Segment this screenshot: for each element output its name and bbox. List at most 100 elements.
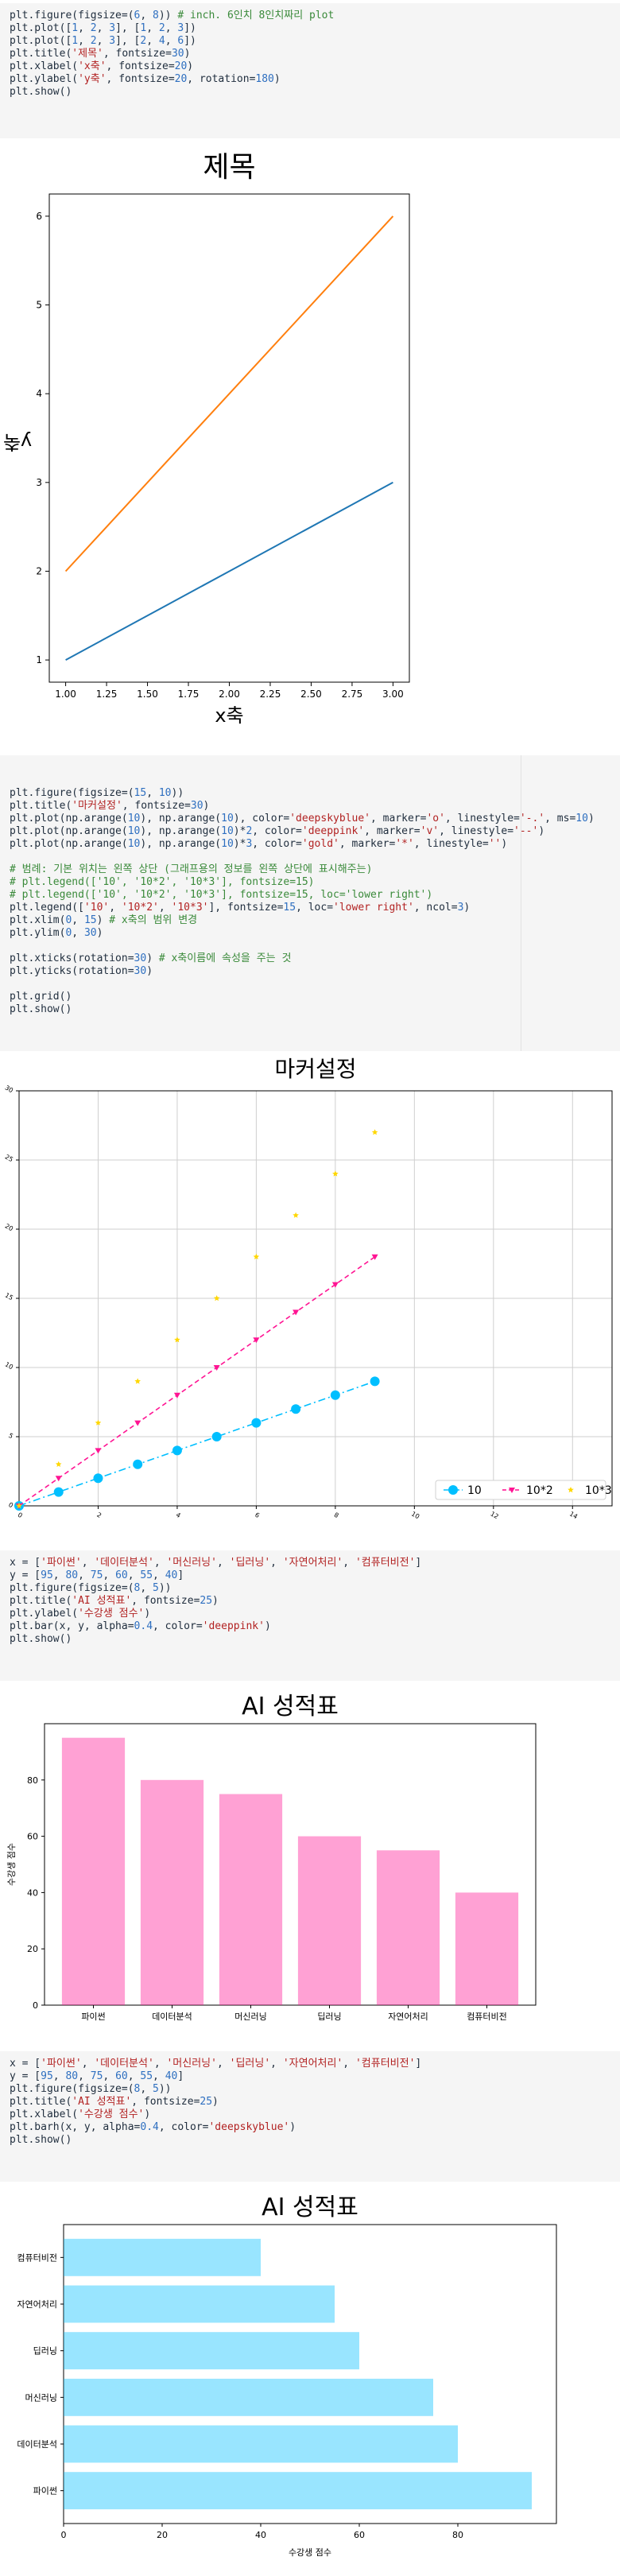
- code-token: ): [538, 825, 545, 837]
- code-token: 10: [127, 813, 141, 824]
- code-token: '머신러닝': [166, 2058, 217, 2070]
- x-axis-label: x축: [215, 704, 243, 727]
- x-tick-label: 3.00: [382, 689, 404, 700]
- code-token: ,: [81, 1557, 95, 1569]
- code-token: 25: [200, 2096, 213, 2108]
- code-token: 'deeppink': [301, 825, 365, 837]
- code-token: plt.xlabel(: [10, 60, 79, 72]
- code-token: ]): [184, 22, 196, 34]
- code-cell-2[interactable]: plt.figure(figsize=(15, 10)) plt.title('마…: [0, 755, 620, 1051]
- code-token: , linestyle=: [439, 825, 514, 837]
- y-tick-label: 20: [27, 1944, 38, 1954]
- x-tick-label: 8: [333, 1511, 340, 1519]
- bar: [140, 1779, 204, 2005]
- code-token: ,: [140, 1582, 153, 1594]
- legend-box: [435, 1480, 606, 1500]
- code-token: 25: [200, 1595, 213, 1607]
- plot-frame: [48, 193, 410, 683]
- code-token: )): [171, 787, 184, 799]
- bar: [64, 2238, 261, 2276]
- code-token: ): [144, 2109, 151, 2120]
- bar: [376, 1850, 440, 2005]
- code-line: plt.legend(['10', '10*2', '10*3'], fonts…: [10, 902, 610, 914]
- code-token: , ncol=: [413, 902, 458, 914]
- code-token: ), np.arange(: [140, 813, 222, 824]
- x-tick-label: 자연어처리: [388, 2012, 428, 2022]
- marker-triangle: [253, 1337, 260, 1344]
- code-token: , linestyle=: [444, 813, 520, 824]
- code-line: y = [95, 80, 75, 60, 55, 40]: [10, 1569, 610, 1582]
- code-token: 30: [83, 927, 97, 939]
- code-token: 3: [109, 35, 116, 47]
- code-token: ,: [153, 2070, 165, 2082]
- chart-title: AI 성적표: [262, 2194, 358, 2221]
- code-token: 80: [65, 1569, 79, 1581]
- code-token: '컴퓨터비전': [355, 1557, 416, 1569]
- code-token: 95: [41, 2070, 53, 2082]
- code-token: 8: [134, 2083, 141, 2095]
- marker-triangle: [134, 1420, 141, 1426]
- marker-circle: [53, 1487, 64, 1497]
- code-line: # 범례: 기본 위치는 왼쪽 상단 (그래프용의 정보를 왼쪽 상단에 표시해…: [10, 863, 610, 876]
- code-token: ,: [153, 1569, 165, 1581]
- y-tick-label: 0: [7, 1501, 14, 1509]
- code-line: plt.title('마커설정', fontsize=30): [10, 800, 610, 813]
- code-token: ,: [103, 1569, 116, 1581]
- code-token: ), color=: [233, 813, 290, 824]
- code-token: ), np.arange(: [140, 825, 222, 837]
- code-token: # inch. 6인치 8인치짜리 plot: [177, 10, 335, 21]
- marker-circle: [133, 1459, 143, 1469]
- code-token: ,: [52, 1569, 66, 1581]
- code-cell-1[interactable]: plt.figure(figsize=(6, 8)) # inch. 6인치 8…: [0, 3, 620, 138]
- code-token: '제목': [72, 48, 103, 60]
- code-token: )): [158, 1582, 172, 1594]
- x-tick-label: 0: [17, 1511, 24, 1519]
- code-token: # x축이름에 속성을 주는 것: [158, 952, 292, 964]
- x-tick-label: 데이터분석: [152, 2012, 192, 2022]
- y-tick-label: 80: [27, 1775, 38, 1786]
- code-token: plt.show(): [10, 86, 72, 98]
- code-token: '10': [83, 902, 110, 914]
- y-axis-label: 수강생 점수: [6, 1843, 17, 1886]
- marker-circle: [251, 1418, 262, 1428]
- code-token: plt.plot(np.arange(: [10, 813, 128, 824]
- code-token: # plt.legend(['10', '10*2', '10*3'], fon…: [10, 876, 315, 888]
- code-line: plt.figure(figsize=(6, 8)) # inch. 6인치 8…: [10, 10, 610, 22]
- code-token: 10: [127, 825, 141, 837]
- code-token: 55: [140, 1569, 153, 1581]
- x-tick-label: 40: [255, 2530, 266, 2540]
- code-token: 60: [115, 2070, 128, 2082]
- code-token: 0.4: [140, 2121, 159, 2133]
- code-token: ,: [140, 2083, 153, 2095]
- code-token: 75: [90, 1569, 103, 1581]
- x-tick-label: 2.50: [300, 689, 322, 700]
- code-token: 1: [140, 22, 147, 34]
- plot-frame: [44, 1723, 537, 2006]
- y-tick-label: 30: [4, 1084, 14, 1094]
- code-token: '머신러닝': [166, 1557, 217, 1569]
- code-token: ,: [153, 2058, 167, 2070]
- code-line: plt.figure(figsize=(15, 10)): [10, 787, 610, 800]
- code-token: ,: [216, 1557, 230, 1569]
- marker-star: [293, 1212, 299, 1218]
- code-cell-3[interactable]: x = ['파이썬', '데이터분석', '머신러닝', '딥러닝', '자연어…: [0, 1550, 620, 1681]
- code-token: 8: [134, 1582, 141, 1594]
- x-tick-label: 머신러닝: [234, 2012, 266, 2022]
- code-token: # 범례: 기본 위치는 왼쪽 상단 (그래프용의 정보를 왼쪽 상단에 표시해…: [10, 863, 373, 875]
- code-token: y = [: [10, 2070, 41, 2082]
- y-axis-label: y축: [3, 431, 32, 453]
- cell-scroll-rail[interactable]: [521, 755, 620, 1051]
- code-token: # plt.legend(['10', '10*2', '10*3'], fon…: [10, 889, 433, 901]
- code-token: plt.show(): [10, 1003, 72, 1015]
- code-cell-4[interactable]: x = ['파이썬', '데이터분석', '머신러닝', '딥러닝', '자연어…: [0, 2051, 620, 2182]
- code-token: 'lower right': [333, 902, 414, 914]
- code-token: 10: [221, 825, 234, 837]
- code-token: , color=: [153, 1620, 203, 1632]
- marker-circle: [291, 1404, 301, 1414]
- code-token: plt.plot(np.arange(: [10, 825, 128, 837]
- code-token: ,: [72, 914, 84, 926]
- code-token: ,: [270, 2058, 283, 2070]
- code-token: 8: [153, 10, 159, 21]
- legend-marker: [568, 1487, 574, 1493]
- code-token: 'y축': [78, 73, 107, 85]
